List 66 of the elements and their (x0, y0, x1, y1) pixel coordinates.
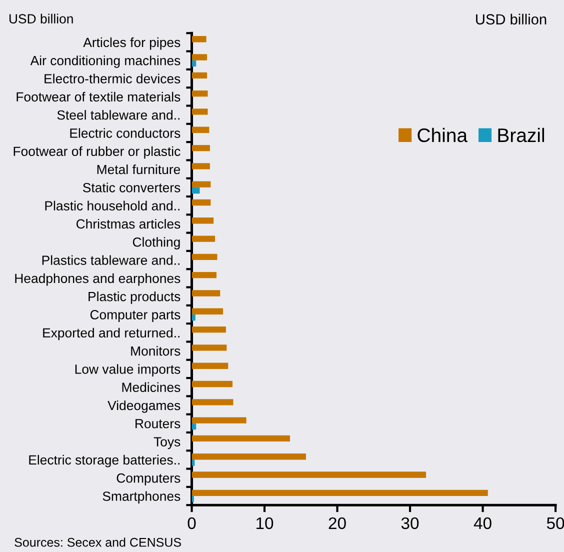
y-tick-label: Static converters (82, 182, 180, 192)
y-tick-label: Plastics tableware and.. (42, 255, 180, 265)
y-tick-label: Footwear of rubber or plastic (14, 146, 180, 159)
bar (192, 326, 226, 333)
bar (192, 126, 210, 133)
legend-label: Brazil (498, 128, 544, 142)
bar (192, 435, 290, 442)
bar (192, 108, 208, 115)
y-tick-label: Plastic household and.. (45, 200, 180, 210)
y-tick-label: Computer parts (90, 310, 180, 322)
bar (192, 308, 224, 314)
y-tick-label: Clothing (132, 237, 180, 250)
bar (192, 163, 210, 170)
bar (192, 199, 211, 206)
y-tick-label: Air conditioning machines (30, 56, 180, 68)
x-tick-label: 40 (474, 517, 492, 530)
bar (192, 460, 195, 466)
bar (192, 187, 200, 194)
y-tick-label: Computers (116, 473, 180, 486)
bar (192, 218, 214, 224)
x-tick-label: 50 (546, 517, 564, 530)
y-tick-label: Footwear of textile materials (16, 92, 180, 102)
y-tick-label: Electric storage batteries.. (29, 454, 180, 468)
bar (192, 181, 211, 188)
y-tick-label: Plastic products (88, 292, 180, 304)
bar (192, 362, 228, 369)
y-tick-label: Monitors (131, 346, 180, 356)
bar (192, 36, 206, 42)
legend-label: China (418, 128, 468, 142)
bar (192, 272, 216, 278)
y-tick-label: Exported and returned.. (43, 328, 180, 340)
bar (192, 454, 306, 460)
bar (192, 290, 220, 296)
y-tick-label: Headphones and earphones (15, 273, 180, 286)
bar (192, 144, 210, 152)
y-tick-label: Steel tableware and.. (57, 110, 180, 120)
source-note: Sources: Secex and CENSUS (14, 538, 181, 547)
y-tick-label: Videogames (108, 400, 180, 413)
x-tick-label: 10 (256, 517, 274, 530)
x-tick-label: 30 (401, 517, 419, 530)
y-tick-label: Medicines (122, 382, 180, 392)
bar (192, 54, 208, 60)
y-tick-label: Articles for pipes (83, 37, 180, 50)
x-tick-label: 0 (188, 517, 196, 530)
bar (192, 380, 233, 388)
bar (192, 417, 246, 424)
y-tick-label: Toys (154, 437, 180, 450)
x-tick-label: 20 (328, 517, 346, 530)
y-tick-label: Electro-thermic devices (44, 74, 180, 84)
bar (192, 472, 426, 478)
x-axis-title: USD billion (476, 14, 546, 25)
bar (192, 72, 208, 78)
bar (192, 254, 218, 260)
y-tick-label: Routers (136, 419, 180, 428)
y-axis-title: USD billion (9, 14, 73, 24)
bar (192, 236, 216, 242)
bar (192, 90, 208, 97)
y-tick-label: Electric conductors (70, 128, 180, 138)
y-tick-label: Christmas articles (76, 218, 180, 229)
bar (192, 314, 196, 321)
y-tick-label: Low value imports (75, 364, 180, 376)
y-tick-label: Smartphones (102, 491, 180, 504)
bar (192, 490, 488, 496)
bar (192, 344, 227, 351)
y-tick-label: Metal furniture (97, 164, 180, 174)
bar (192, 399, 234, 406)
